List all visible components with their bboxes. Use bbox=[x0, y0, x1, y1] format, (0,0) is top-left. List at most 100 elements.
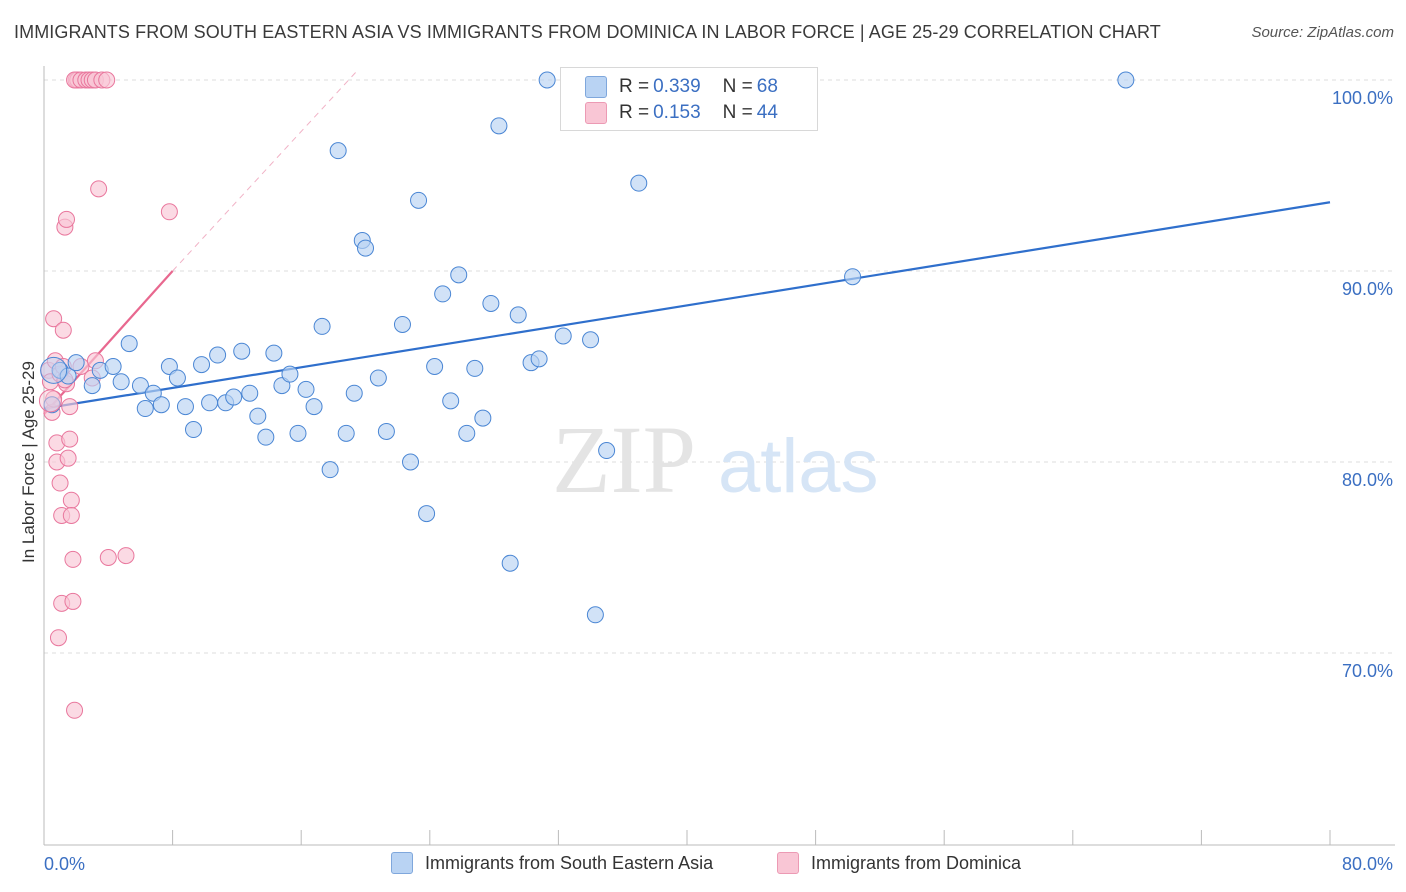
data-point bbox=[377, 422, 395, 440]
data-point bbox=[160, 203, 178, 221]
data-point bbox=[184, 421, 202, 439]
data-point bbox=[257, 428, 275, 446]
correlation-legend: R = 0.339 N = 68 R = 0.153 N = 44 bbox=[560, 67, 818, 131]
data-point bbox=[233, 342, 251, 360]
data-point bbox=[357, 239, 374, 257]
trend-line-extension bbox=[172, 70, 358, 272]
data-point bbox=[131, 377, 149, 395]
data-point bbox=[67, 354, 85, 372]
data-point bbox=[434, 285, 452, 303]
legend-n-value: 68 bbox=[756, 76, 778, 97]
data-point bbox=[554, 327, 572, 345]
data-point bbox=[136, 400, 154, 418]
data-point bbox=[51, 474, 69, 492]
data-point bbox=[458, 424, 476, 442]
data-point bbox=[193, 356, 211, 374]
data-point bbox=[582, 331, 600, 349]
data-point bbox=[329, 142, 347, 160]
data-point bbox=[62, 491, 80, 509]
trend-line-0 bbox=[43, 201, 1331, 410]
data-point bbox=[490, 117, 508, 135]
chart-title: IMMIGRANTS FROM SOUTH EASTERN ASIA VS IM… bbox=[14, 22, 1161, 42]
data-point bbox=[59, 367, 77, 385]
data-point bbox=[61, 398, 79, 416]
series-swatch-dominica bbox=[777, 852, 799, 874]
data-point bbox=[225, 388, 243, 406]
data-point bbox=[62, 506, 80, 524]
data-point bbox=[209, 346, 227, 364]
x-tick-label: 80.0% bbox=[1342, 854, 1393, 874]
legend-n-value: 44 bbox=[756, 102, 778, 123]
legend-swatch-dominica bbox=[585, 102, 607, 124]
data-point bbox=[64, 592, 82, 610]
data-point bbox=[168, 369, 186, 387]
data-point bbox=[64, 550, 82, 568]
data-point bbox=[66, 701, 84, 719]
data-point bbox=[501, 554, 519, 572]
data-point bbox=[313, 317, 331, 335]
data-point bbox=[281, 365, 299, 383]
data-point bbox=[337, 424, 355, 442]
data-point bbox=[201, 394, 219, 412]
data-point bbox=[99, 549, 117, 566]
data-point bbox=[58, 210, 76, 228]
data-point bbox=[112, 373, 130, 391]
data-point bbox=[297, 380, 315, 398]
data-point bbox=[586, 606, 604, 624]
data-point bbox=[83, 377, 101, 395]
legend-swatch-sea bbox=[585, 76, 607, 98]
data-point bbox=[305, 398, 323, 416]
data-point bbox=[241, 384, 259, 402]
series-legend-item-sea[interactable]: Immigrants from South Eastern Asia bbox=[391, 852, 713, 874]
series-legend: Immigrants from South Eastern Asia Immig… bbox=[0, 852, 1406, 876]
data-point bbox=[289, 424, 307, 442]
data-point bbox=[466, 359, 484, 377]
data-point bbox=[59, 449, 77, 467]
data-point-cluster bbox=[40, 356, 68, 384]
legend-r-value: 0.339 bbox=[653, 76, 701, 97]
legend-r-value: 0.153 bbox=[653, 102, 701, 123]
data-point bbox=[49, 629, 67, 647]
data-point bbox=[410, 191, 428, 209]
data-point bbox=[321, 461, 339, 479]
data-point bbox=[45, 310, 63, 328]
data-point bbox=[630, 174, 648, 192]
legend-n-label: N = bbox=[722, 76, 753, 97]
series-swatch-sea bbox=[391, 852, 413, 874]
data-point bbox=[117, 547, 135, 565]
data-point bbox=[120, 335, 138, 353]
y-tick-label: 80.0% bbox=[1342, 470, 1393, 490]
data-point bbox=[249, 407, 267, 425]
series-legend-item-dominica[interactable]: Immigrants from Dominica bbox=[777, 852, 1021, 874]
series-legend-label: Immigrants from South Eastern Asia bbox=[425, 852, 714, 873]
data-point-cluster bbox=[38, 389, 62, 413]
data-point bbox=[598, 442, 616, 460]
data-point bbox=[509, 306, 527, 324]
y-axis-label: In Labor Force | Age 25-29 bbox=[19, 361, 38, 563]
legend-r-label: R = bbox=[619, 102, 650, 123]
y-tick-label: 100.0% bbox=[1332, 88, 1393, 108]
data-point bbox=[345, 384, 363, 402]
y-tick-label: 90.0% bbox=[1342, 279, 1393, 299]
data-point bbox=[43, 396, 61, 414]
data-point bbox=[530, 350, 548, 368]
data-point bbox=[54, 321, 72, 339]
data-point bbox=[402, 453, 420, 471]
watermark-atlas: atlas bbox=[718, 424, 879, 509]
legend-r-label: R = bbox=[619, 76, 650, 97]
data-point bbox=[474, 409, 492, 427]
data-point bbox=[369, 369, 387, 387]
legend-row-dominica: R = 0.153 N = 44 bbox=[585, 101, 778, 125]
x-tick-label: 0.0% bbox=[44, 854, 85, 874]
series-legend-label: Immigrants from Dominica bbox=[811, 852, 1022, 873]
data-point bbox=[482, 294, 500, 312]
data-point bbox=[844, 268, 862, 286]
source-credit: Source: ZipAtlas.com bbox=[1251, 24, 1394, 41]
data-point bbox=[418, 505, 436, 523]
data-point bbox=[61, 430, 79, 448]
data-point bbox=[426, 358, 444, 375]
data-point bbox=[98, 71, 116, 89]
data-point bbox=[442, 392, 460, 410]
legend-row-sea: R = 0.339 N = 68 bbox=[585, 75, 778, 99]
y-tick-label: 70.0% bbox=[1342, 661, 1393, 681]
